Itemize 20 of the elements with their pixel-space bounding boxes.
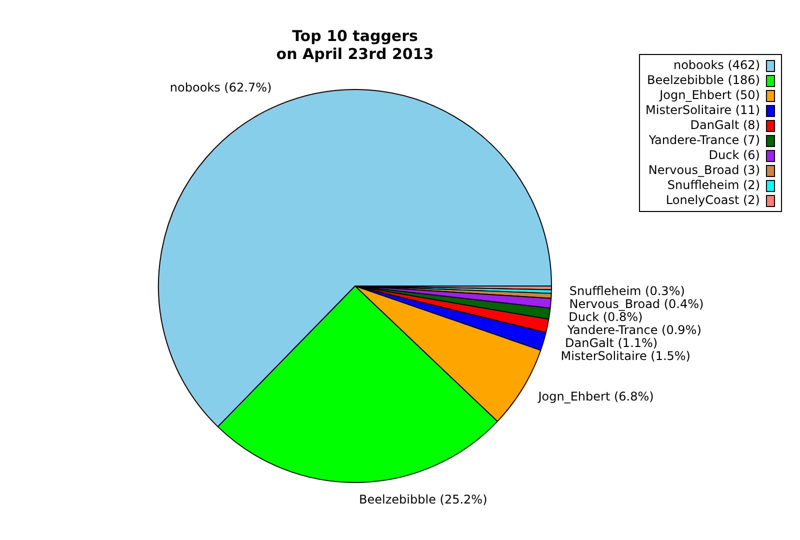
legend-label: Beelzebibble (186) <box>647 73 760 88</box>
data-label: Duck (0.8%) <box>568 310 643 324</box>
data-label: nobooks (62.7%) <box>170 80 272 94</box>
legend-label: Snuffleheim (2) <box>667 178 760 193</box>
legend-label: LonelyCoast (2) <box>666 193 760 208</box>
data-label: DanGalt (1.1%) <box>565 336 658 350</box>
data-label: Jogn_Ehbert (6.8%) <box>537 390 654 404</box>
legend-label: Duck (6) <box>708 148 760 163</box>
legend-label: DanGalt (8) <box>690 118 760 133</box>
legend-label: MisterSolitaire (11) <box>646 103 760 118</box>
legend-label: nobooks (462) <box>673 58 760 73</box>
chart-title: Top 10 taggers on April 23rd 2013 <box>276 26 434 63</box>
legend-label: Nervous_Broad (3) <box>648 163 760 178</box>
legend-label: Yandere-Trance (7) <box>648 133 760 148</box>
legend-label: Jogn_Ehbert (50) <box>660 88 760 103</box>
data-label: MisterSolitaire (1.5%) <box>560 349 690 364</box>
data-label: Nervous_Broad (0.4%) <box>569 297 704 312</box>
data-label: Yandere-Trance (0.9%) <box>566 323 702 338</box>
data-label: Beelzebibble (25.2%) <box>359 492 488 507</box>
data-label: Snuffleheim (0.3%) <box>569 284 685 298</box>
